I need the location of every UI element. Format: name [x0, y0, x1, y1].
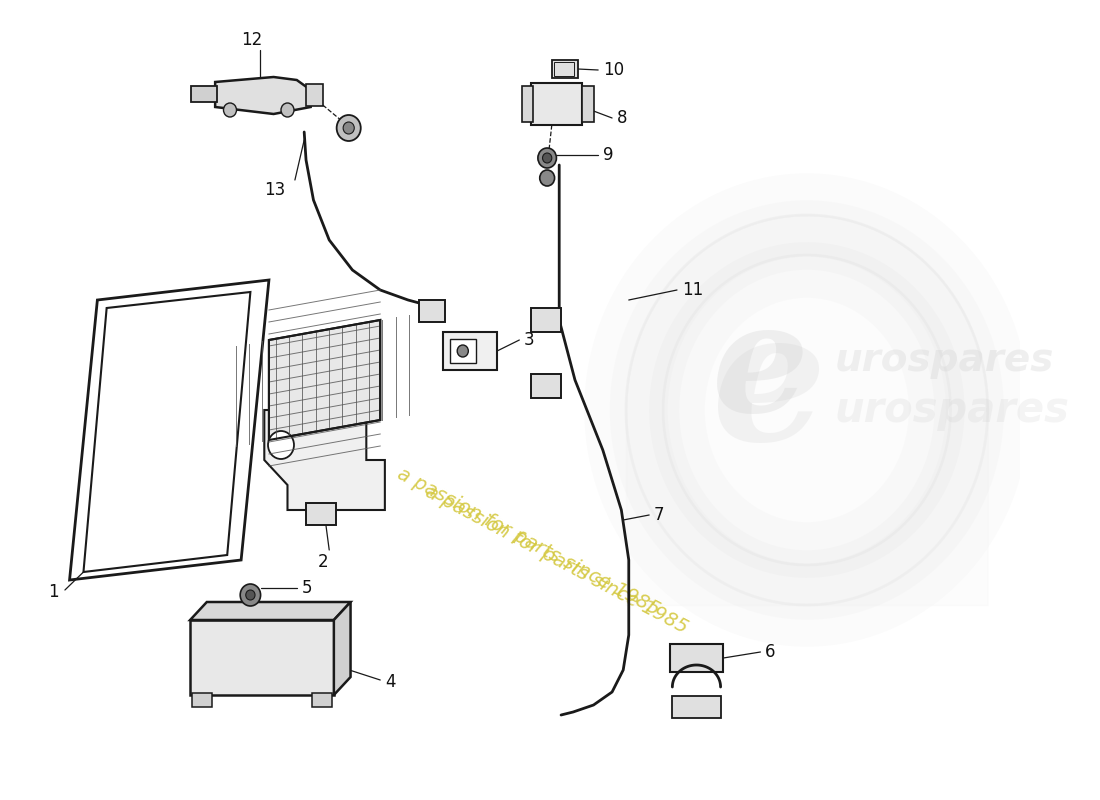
Circle shape: [538, 148, 557, 168]
Polygon shape: [268, 320, 381, 440]
Text: 4: 4: [385, 673, 395, 691]
Polygon shape: [334, 602, 351, 695]
Bar: [306, 503, 336, 525]
Text: 7: 7: [653, 506, 664, 524]
Circle shape: [245, 590, 255, 600]
Polygon shape: [216, 77, 310, 114]
Bar: [192, 693, 212, 707]
Circle shape: [540, 170, 554, 186]
Text: 11: 11: [682, 281, 703, 299]
Text: urospares: urospares: [835, 389, 1069, 431]
Text: 8: 8: [617, 109, 627, 127]
Circle shape: [542, 153, 552, 163]
Bar: [531, 83, 582, 125]
Text: 5: 5: [301, 579, 312, 597]
Text: 3: 3: [524, 331, 535, 349]
Text: 2: 2: [318, 553, 328, 571]
Text: 1: 1: [48, 583, 58, 601]
Text: 10: 10: [603, 61, 624, 79]
Bar: [670, 644, 724, 672]
Text: e: e: [712, 295, 808, 445]
Bar: [531, 374, 561, 398]
Circle shape: [223, 103, 236, 117]
Bar: [443, 332, 497, 370]
Polygon shape: [190, 602, 351, 620]
Bar: [553, 62, 574, 76]
Bar: [191, 86, 217, 102]
Circle shape: [268, 431, 294, 459]
Circle shape: [280, 103, 294, 117]
Text: a passion for parts since 1985: a passion for parts since 1985: [394, 465, 663, 619]
Circle shape: [458, 345, 469, 357]
Bar: [522, 86, 534, 122]
Text: 13: 13: [264, 181, 286, 199]
Text: 6: 6: [766, 643, 775, 661]
Circle shape: [240, 584, 261, 606]
Circle shape: [343, 122, 354, 134]
Bar: [531, 308, 561, 332]
Bar: [552, 60, 578, 78]
Bar: [311, 693, 332, 707]
Text: a passion for parts since 1985: a passion for parts since 1985: [422, 482, 691, 638]
Bar: [190, 620, 334, 695]
Text: urospares: urospares: [835, 341, 1054, 379]
Bar: [582, 86, 594, 122]
Text: 12: 12: [242, 31, 263, 49]
Bar: [672, 696, 721, 718]
Bar: [306, 84, 322, 106]
Polygon shape: [264, 410, 385, 510]
Text: e: e: [713, 302, 827, 478]
Text: 9: 9: [603, 146, 614, 164]
Bar: [450, 339, 475, 363]
Bar: [419, 300, 446, 322]
Circle shape: [337, 115, 361, 141]
